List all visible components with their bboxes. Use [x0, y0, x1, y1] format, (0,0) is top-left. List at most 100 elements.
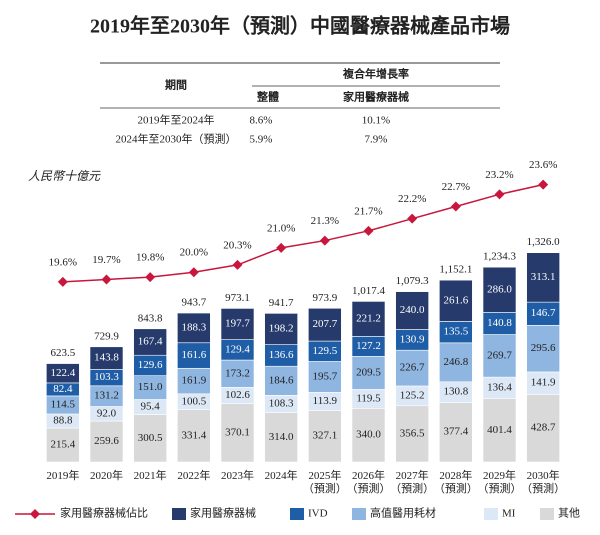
bar-value-label: 135.5	[443, 326, 468, 338]
bar-segment	[308, 410, 342, 463]
x-tick-label: 2019年	[46, 470, 80, 482]
line-marker	[407, 213, 418, 224]
bar-value-label: 82.4	[53, 383, 73, 395]
x-tick-label: 2024年	[264, 470, 298, 482]
line-marker	[319, 235, 330, 246]
legend-label: 家用醫療器械	[190, 506, 256, 520]
line-value-label: 19.6%	[49, 256, 77, 268]
x-tick-label: 2026年 （預測）	[346, 470, 391, 495]
bar-value-label: 356.5	[400, 427, 425, 439]
legend-marker	[30, 509, 40, 519]
line-value-label: 23.2%	[485, 169, 513, 181]
table-cell: 10.1%	[362, 115, 390, 127]
line-marker	[57, 276, 68, 287]
legend-label: MI	[502, 508, 516, 520]
bar-segment	[482, 266, 517, 313]
bar-segment	[526, 394, 560, 463]
bar-segment	[439, 402, 473, 463]
bar-segment	[177, 409, 211, 463]
bar-value-label: 331.4	[181, 429, 206, 441]
line-marker	[188, 267, 199, 278]
bar-value-label: 125.2	[400, 389, 425, 401]
table-cell: 7.9%	[365, 134, 388, 146]
bar-value-label: 428.7	[531, 422, 556, 434]
legend-swatch	[484, 508, 498, 520]
x-tick-label: 2023年	[221, 470, 254, 482]
total-label: 623.5	[50, 347, 75, 359]
bar-segment	[46, 427, 80, 463]
line-marker	[232, 259, 243, 270]
total-label: 943.7	[181, 297, 206, 309]
bar-value-label: 269.7	[487, 349, 512, 361]
bar-value-label: 221.2	[356, 312, 381, 324]
line-value-label: 20.3%	[223, 239, 251, 251]
legend-label: 高值醫用耗材	[370, 506, 436, 520]
bar-value-label: 119.5	[356, 392, 381, 404]
total-label: 1,234.3	[483, 251, 517, 263]
line-value-label: 21.7%	[354, 205, 382, 217]
bar-value-label: 240.0	[400, 304, 425, 316]
x-tick-label: 2025年 （預測）	[302, 470, 347, 495]
line	[62, 183, 544, 283]
line-value-label: 19.8%	[136, 252, 164, 264]
bar-segment	[482, 398, 517, 463]
x-tick-label: 2020年	[90, 470, 123, 482]
legend-label: 家用醫療器械佔比	[60, 506, 148, 520]
bar-value-label: 314.0	[269, 431, 294, 443]
x-tick-label: 2030年 （預測）	[521, 470, 566, 495]
total-label: 843.8	[138, 312, 163, 324]
bar-value-label: 295.6	[531, 342, 556, 354]
bar-value-label: 114.5	[51, 398, 76, 410]
bar-value-label: 198.2	[269, 323, 294, 335]
bar-value-label: 195.7	[312, 370, 337, 382]
bar-value-label: 286.0	[487, 283, 512, 295]
bar-segment	[395, 291, 429, 330]
bar-value-label: 102.6	[225, 389, 250, 401]
line-marker	[450, 201, 461, 212]
bar-segment	[46, 363, 80, 384]
bar-value-label: 161.9	[181, 375, 206, 387]
bar-value-label: 401.4	[487, 424, 512, 436]
bar-value-label: 340.0	[356, 429, 381, 441]
bar-value-label: 140.8	[487, 317, 512, 329]
bar-segment	[133, 328, 167, 356]
y-axis-label: 人民幣十億元	[28, 169, 101, 183]
bar-value-label: 108.3	[269, 397, 294, 409]
bar-segment	[264, 313, 298, 345]
line-value-label: 22.7%	[442, 181, 470, 193]
bar-value-label: 136.4	[487, 381, 512, 393]
bar-value-label: 151.0	[138, 381, 163, 393]
line-value-label: 19.7%	[92, 254, 120, 266]
line-marker	[145, 272, 156, 283]
bar-value-label: 188.3	[181, 321, 206, 333]
bar-segment	[351, 408, 386, 463]
total-label: 973.9	[312, 292, 337, 304]
bar-value-label: 173.2	[225, 367, 250, 379]
legend-swatch	[352, 508, 366, 520]
bar-value-label: 377.4	[443, 426, 468, 438]
bar-value-label: 130.8	[443, 386, 468, 398]
x-tick-label: 2029年 （預測）	[477, 470, 522, 495]
bar-value-label: 300.5	[138, 432, 163, 444]
bar-segment	[439, 342, 473, 383]
total-label: 1,326.0	[527, 236, 561, 248]
bar-segment	[439, 279, 473, 322]
bar-segment	[89, 420, 124, 463]
table-header: 期間	[165, 78, 187, 92]
bar-value-label: 226.7	[400, 362, 425, 374]
total-label: 1,017.4	[352, 285, 386, 297]
legend-swatch	[172, 508, 186, 520]
table-cell: 8.6%	[250, 115, 273, 127]
bar-segment	[264, 412, 298, 463]
bar-segment	[220, 308, 255, 340]
x-tick-label: 2027年 （預測）	[390, 470, 435, 495]
bar-value-label: 184.6	[269, 374, 294, 386]
bar-value-label: 131.2	[94, 390, 119, 402]
bar-value-label: 141.9	[531, 377, 556, 389]
bar-segment	[220, 403, 255, 463]
bar-segment	[89, 346, 124, 370]
chart-title: 2019年至2030年（預測）中國醫療器械產品市場	[90, 14, 510, 38]
bar-value-label: 88.8	[53, 415, 73, 427]
